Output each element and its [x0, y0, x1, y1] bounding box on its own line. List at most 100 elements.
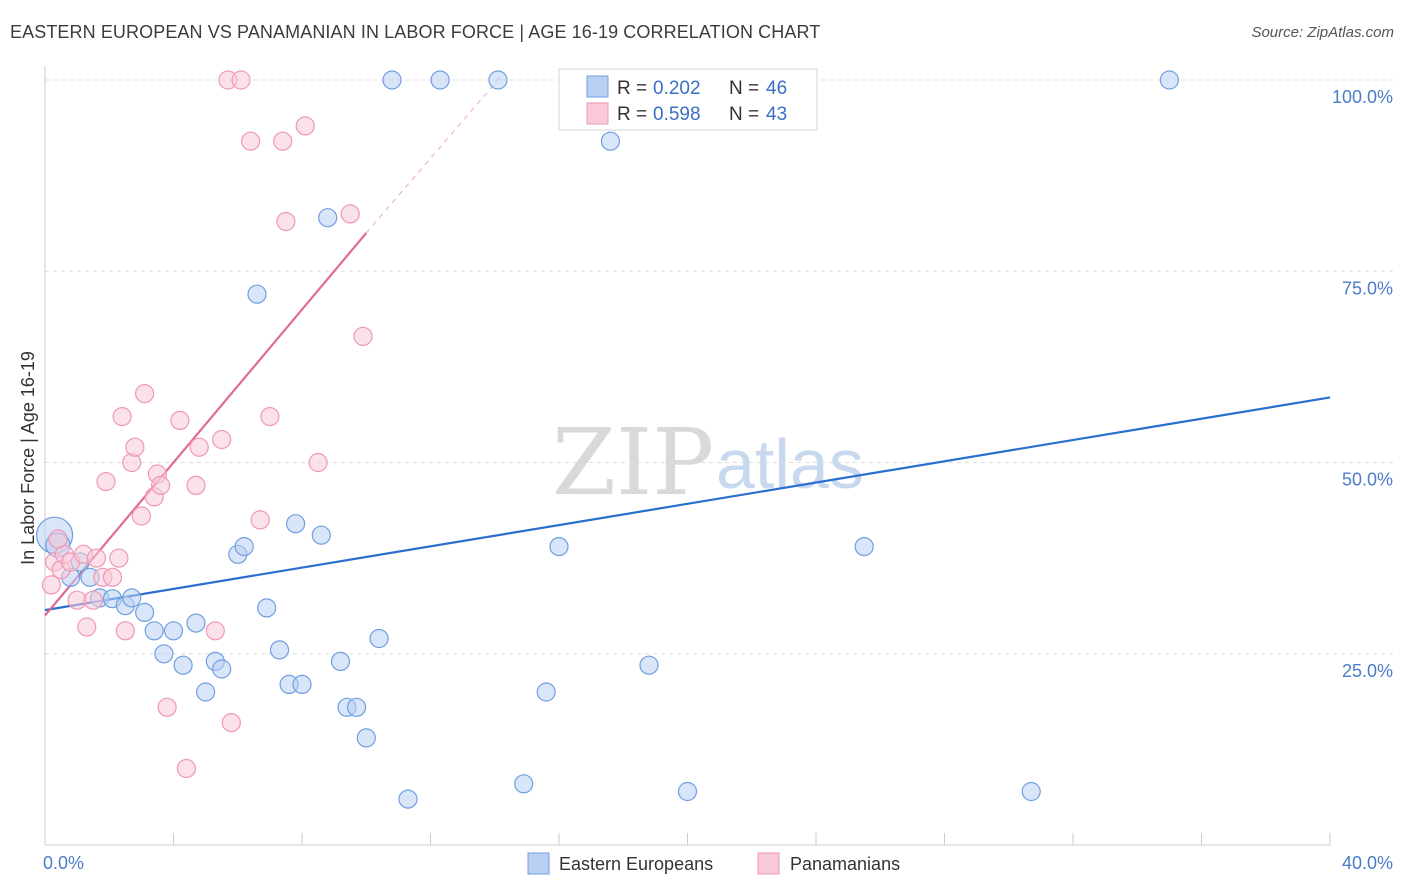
- eastern-european-point: [257, 598, 277, 618]
- eastern-european-point: [135, 602, 155, 623]
- panamanian-point: [353, 326, 373, 346]
- panamanian-point: [205, 621, 225, 641]
- panamanian-point: [86, 548, 107, 568]
- panamanian-point: [276, 211, 296, 232]
- eastern-european-point: [330, 651, 351, 672]
- panamanian-point: [231, 70, 251, 90]
- panamanian-point: [115, 621, 135, 641]
- chart-title: EASTERN EUROPEAN VS PANAMANIAN IN LABOR …: [10, 22, 821, 42]
- chart-source: Source: ZipAtlas.com: [1251, 24, 1394, 41]
- correlation-legend: R = 0.202 N = 46 R = 0.598 N = 43: [558, 68, 818, 131]
- eastern-european-point: [1159, 70, 1180, 90]
- panamanian-point: [308, 452, 328, 473]
- legend-r-panamanian: 0.598: [653, 104, 701, 125]
- eastern-european-point: [318, 208, 338, 228]
- legend-r-label-eastern: R =: [617, 78, 647, 99]
- panamanian-point: [241, 131, 261, 151]
- panamanian-point: [83, 590, 103, 610]
- eastern-european-point: [600, 131, 621, 151]
- panamanian-trendline-extension: [365, 75, 502, 234]
- panamanian-point: [109, 548, 129, 568]
- x-tick-label-min: 0.0%: [43, 853, 84, 873]
- y-axis-title: In Labor Force | Age 16-19: [18, 351, 38, 565]
- x-tick-label-max: 40.0%: [1342, 853, 1393, 873]
- bottom-legend-swatch-eastern: [527, 852, 550, 875]
- y-tick-label: 75.0%: [1342, 278, 1393, 298]
- eastern-european-point: [430, 70, 450, 90]
- panamanian-point: [273, 131, 293, 151]
- watermark-atlas: atlas: [716, 425, 864, 503]
- axis-layer: 25.0% 50.0% 75.0% 100.0%: [44, 66, 1393, 846]
- eastern-european-point: [173, 655, 193, 675]
- eastern-european-trendline: [44, 396, 1331, 612]
- eastern-european-point: [286, 514, 306, 534]
- series-legend: Eastern Europeans Panamanians: [527, 852, 900, 875]
- legend-swatch-panamanian: [586, 102, 609, 125]
- panamanian-point: [260, 407, 280, 427]
- legend-swatch-eastern: [586, 75, 609, 98]
- eastern-european-point: [163, 621, 184, 641]
- eastern-european-point: [269, 640, 290, 660]
- legend-n-label-eastern: N =: [729, 78, 759, 99]
- eastern-european-point: [677, 781, 698, 802]
- eastern-european-point: [356, 728, 376, 748]
- eastern-european-point: [398, 789, 418, 809]
- trend-layer: [44, 75, 1331, 617]
- legend-r-eastern: 0.202: [653, 78, 701, 99]
- eastern-european-point: [196, 682, 216, 702]
- y-tick-label: 50.0%: [1342, 470, 1393, 490]
- eastern-european-point: [292, 674, 312, 695]
- panamanian-point: [340, 204, 360, 224]
- bottom-legend-label-eastern: Eastern Europeans: [559, 854, 713, 874]
- eastern-european-point: [639, 655, 659, 675]
- point-layer: [35, 70, 1180, 809]
- panamanian-point: [48, 529, 68, 549]
- panamanian-point: [131, 506, 151, 526]
- panamanian-point: [135, 384, 155, 404]
- panamanian-point: [221, 712, 241, 733]
- bottom-legend-label-panamanian: Panamanians: [790, 854, 900, 874]
- legend-r-label-panamanian: R =: [617, 104, 647, 125]
- panamanian-point: [176, 758, 196, 779]
- eastern-european-point: [488, 70, 508, 90]
- legend-n-eastern: 46: [766, 78, 787, 99]
- panamanian-point: [67, 590, 87, 610]
- eastern-european-point: [311, 525, 331, 545]
- legend-n-panamanian: 43: [766, 104, 787, 125]
- panamanian-point: [250, 510, 270, 530]
- eastern-european-point: [514, 774, 534, 794]
- panamanian-point: [41, 575, 62, 595]
- y-tick-label: 100.0%: [1332, 87, 1393, 107]
- panamanian-point: [189, 437, 209, 457]
- eastern-european-point: [247, 284, 267, 304]
- eastern-european-point: [549, 536, 569, 557]
- panamanian-point: [170, 410, 190, 430]
- panamanian-point: [186, 475, 206, 495]
- y-tick-label: 25.0%: [1342, 661, 1393, 681]
- eastern-european-point: [382, 70, 402, 90]
- eastern-european-point: [154, 644, 174, 664]
- panamanian-point: [96, 472, 116, 492]
- panamanian-point: [125, 437, 145, 457]
- eastern-european-point: [234, 536, 254, 557]
- panamanian-point: [151, 475, 171, 495]
- eastern-european-point: [1021, 781, 1041, 802]
- legend-n-label-panamanian: N =: [729, 104, 759, 125]
- bottom-legend-swatch-panamanian: [757, 852, 780, 875]
- eastern-european-point: [347, 697, 367, 717]
- eastern-european-point: [186, 613, 206, 633]
- panamanian-point: [77, 617, 97, 637]
- grid-layer: [45, 79, 1393, 655]
- eastern-european-point: [212, 659, 232, 679]
- panamanian-point: [212, 429, 232, 450]
- panamanian-point: [295, 116, 315, 136]
- panamanian-point: [102, 567, 123, 587]
- panamanian-point: [112, 407, 132, 427]
- eastern-european-point: [122, 588, 142, 608]
- eastern-european-point: [854, 536, 874, 557]
- eastern-european-point: [369, 628, 389, 649]
- eastern-european-point: [144, 621, 164, 641]
- panamanian-point: [157, 697, 177, 717]
- eastern-european-point: [536, 682, 556, 702]
